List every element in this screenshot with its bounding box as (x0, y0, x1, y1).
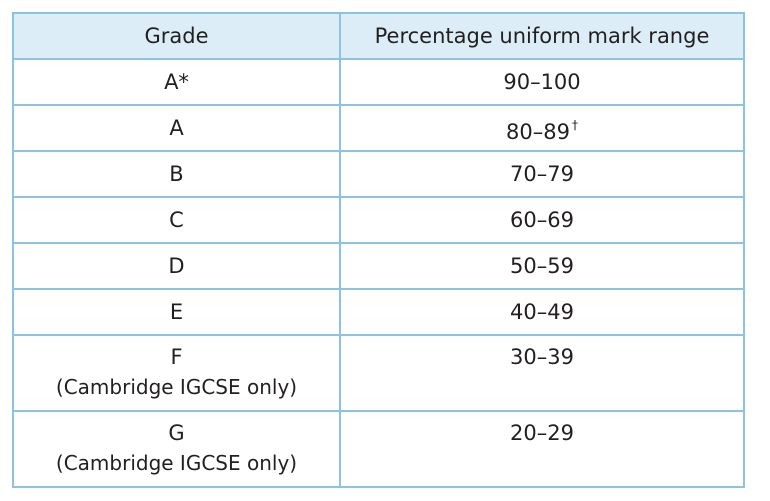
grade: E (169, 300, 184, 324)
grade-cell: B (12, 150, 341, 198)
grade-note: (Cambridge IGCSE only) (55, 451, 298, 475)
table-row: C 60–69 (12, 196, 745, 244)
grade: A* (164, 70, 189, 94)
range-cell: 60–69 (339, 196, 745, 244)
grade: A (169, 116, 184, 140)
range-cell: 30–39 (339, 334, 745, 412)
mark-range: 90–100 (503, 70, 581, 94)
range-cell: 90–100 (339, 58, 745, 106)
header-row: Grade Percentage uniform mark range (12, 12, 745, 60)
mark-range: 70–79 (510, 162, 574, 186)
mark-range: 30–39 (510, 345, 574, 369)
mark-range: 40–49 (510, 300, 574, 324)
range-cell: 80–89 † (339, 104, 745, 152)
grade-cell: A* (12, 58, 341, 106)
mark-range: 80–89 (506, 119, 570, 144)
table-row: E 40–49 (12, 288, 745, 336)
table-row: F (Cambridge IGCSE only) 30–39 (12, 334, 745, 412)
header-cell: Percentage uniform mark range (339, 12, 745, 60)
mark-range: 60–69 (510, 208, 574, 232)
range-cell: 70–79 (339, 150, 745, 198)
grade-cell: E (12, 288, 341, 336)
range-cell: 40–49 (339, 288, 745, 336)
table-row: A* 90–100 (12, 58, 745, 106)
mark-range: 20–29 (510, 421, 574, 445)
table-body: A* 90–100 A 80–89 † B 70–79 C 60–69 D 50–59 E 40–49 F… (12, 58, 745, 488)
grade-cell: F (Cambridge IGCSE only) (12, 334, 341, 412)
grade-cell: A (12, 104, 341, 152)
grade-cell: D (12, 242, 341, 290)
table-row: A 80–89 † (12, 104, 745, 152)
table-row: D 50–59 (12, 242, 745, 290)
range-cell: 50–59 (339, 242, 745, 290)
mark-range: 50–59 (510, 254, 574, 278)
grade: B (169, 162, 184, 186)
table-row: B 70–79 (12, 150, 745, 198)
header-cell: Grade (12, 12, 341, 60)
grade: F (170, 345, 183, 369)
grade: C (169, 208, 184, 232)
grade-table: Grade Percentage uniform mark range A* 90… (12, 12, 745, 488)
table-row: G (Cambridge IGCSE only) 20–29 (12, 410, 745, 488)
grade-cell: C (12, 196, 341, 244)
grade-note: (Cambridge IGCSE only) (55, 375, 298, 399)
grade: G (168, 421, 185, 445)
grade-cell: G (Cambridge IGCSE only) (12, 410, 341, 488)
grade: D (168, 254, 185, 278)
range-cell: 20–29 (339, 410, 745, 488)
footnote-mark: † (571, 117, 578, 132)
